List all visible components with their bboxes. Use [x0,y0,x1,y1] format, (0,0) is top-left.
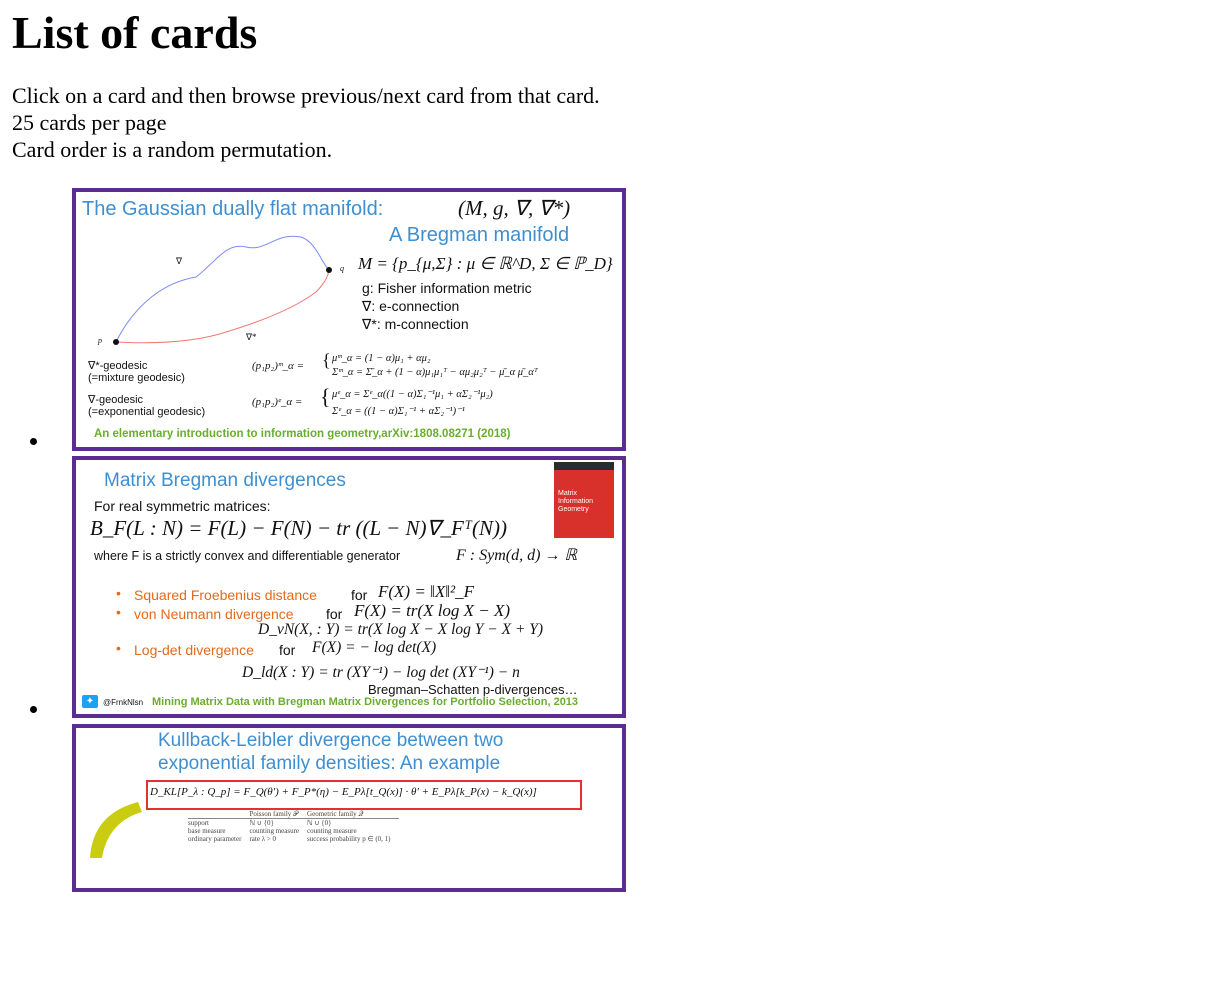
card-list-item: Kullback-Leibler divergence between two … [50,724,1217,992]
brace: { [322,350,331,370]
bullet-dot: • [116,604,121,620]
divergence-equation: D_vN(X, : Y) = tr(X log X − X log Y − X … [258,621,544,638]
table-header [188,810,249,819]
card-title: The Gaussian dually flat manifold: [82,198,384,220]
m-geodesic-eq: μᵐ_α = (1 − α)μ₁ + αμ₂ [332,353,431,364]
m-geodesic-label: ∇*-geodesic [88,360,148,372]
schatten-note: Bregman–Schatten p-divergences… [368,682,578,697]
divergence-name: Squared Froebenius distance [134,587,317,603]
manifold-item: ∇: e-connection [362,298,460,314]
page: List of cards Click on a card and then b… [0,10,1229,992]
twitter-icon: ✦ [82,695,98,708]
family-table: Poisson family 𝒫 Geometric family 𝒬 supp… [188,810,399,843]
bullet-dot: • [116,585,121,601]
bullet [30,706,37,713]
table-header: Geometric family 𝒬 [307,810,364,818]
for-text: for [351,587,368,603]
card[interactable]: The Gaussian dually flat manifold: (M, g… [72,188,626,451]
divergence-equation: D_ld(X : Y) = tr (XY⁻¹) − log det (XY⁻¹)… [242,664,520,681]
table-row: support ℕ ∪ {0} ℕ ∪ {0} [188,819,399,828]
table-header-row: Poisson family 𝒫 Geometric family 𝒬 [188,810,399,819]
nabla-label: ∇ [176,256,183,266]
intro-text: Click on a card and then browse previous… [12,82,1217,163]
card-title: exponential family densities: An example [158,753,501,774]
card-title-math: (M, g, ∇, ∇*) [458,196,571,220]
card-subtitle: For real symmetric matrices: [94,498,271,514]
m-geodesic-curve [115,269,330,344]
table-cell: ordinary parameter [188,835,242,843]
intro-line: 25 cards per page [12,110,167,135]
card-footer: Mining Matrix Data with Bregman Matrix D… [152,696,579,708]
point-q [326,267,332,273]
e-geodesic-lhs: (p₁p₂)ᵉ_α = [252,396,303,408]
where-math: F : Sym(d, d) → ℝ [456,547,578,564]
intro-line: Card order is a random permutation. [12,137,333,162]
table-cell: rate λ > 0 [249,835,277,843]
kl-equation-box [146,780,582,810]
m-geodesic-label: (=mixture geodesic) [88,372,185,384]
q-label: q [340,264,344,273]
p-label: p [98,336,102,345]
for-text: for [326,606,343,622]
divergence-generator: F(X) = − log det(X) [312,639,437,656]
table-header: Poisson family 𝒫 [249,810,299,818]
table-cell: support [188,819,209,827]
table-cell: ℕ ∪ {0} [249,819,274,827]
e-geodesic-label: ∇-geodesic [88,394,144,406]
e-geodesic-label: (=exponential geodesic) [88,406,206,418]
divergence-generator: F(X) = ‖X‖²_F [378,582,474,601]
card-title: Kullback-Leibler divergence between two [158,730,504,751]
manifold-item: g: Fisher information metric [362,280,532,296]
bullet [30,438,37,445]
arrow-decoration [90,802,142,858]
divergence-name: von Neumann divergence [134,606,294,622]
kl-equation: D_KL[P_λ : Q_p] = F_Q(θ′) + F_P*(η) − E_… [150,786,537,798]
manifold-item: ∇*: m-connection [362,316,469,332]
card-list: The Gaussian dually flat manifold: (M, g… [12,188,1217,992]
manifold-diagram [113,235,332,345]
table-cell: success probability p ∈ (0, 1) [307,835,391,843]
nabla-star-label: ∇* [246,332,257,342]
table-cell: counting measure [307,827,357,835]
book-title: Matrix Information Geometry [558,490,594,513]
card-subtitle: A Bregman manifold [389,224,570,246]
m-geodesic-lhs: (p₁p₂)ᵐ_α = [252,360,305,372]
e-geodesic-eq: μᵉ_α = Σᵉ_α((1 − α)Σ₁⁻¹μ₁ + αΣ₂⁻¹μ₂) [332,389,493,400]
bullet-dot: • [116,640,121,656]
page-title: List of cards [12,7,258,58]
point-p [113,339,119,345]
card-list-item: Matrix Bregman divergences For real symm… [30,456,1217,724]
divergence-name: Log-det divergence [134,642,254,658]
e-geodesic-curve [115,235,330,343]
where-text: where F is a strictly convex and differe… [94,549,401,563]
card-list-item: The Gaussian dually flat manifold: (M, g… [30,188,1217,456]
twitter-handle: @FrnkNlsn [103,698,144,707]
book-cover: Matrix Information Geometry [554,462,614,538]
m-geodesic-eq: Σᵐ_α = Σ̄_α + (1 − α)μ₁μ₁ᵀ − αμ₂μ₂ᵀ − μ̄… [332,367,538,378]
intro-line: Click on a card and then browse previous… [12,83,600,108]
table-cell: base measure [188,827,226,835]
manifold-definition: M = {p_{μ,Σ} : μ ∈ ℝ^D, Σ ∈ ℙ_D} [358,254,613,273]
card-title: Matrix Bregman divergences [104,470,346,491]
for-text: for [279,642,296,658]
divergence-generator: F(X) = tr(X log X − X) [354,601,511,620]
table-row: base measure counting measure counting m… [188,827,399,835]
table-cell: ℕ ∪ {0} [307,819,332,827]
card-footer: An elementary introduction to informatio… [94,428,511,440]
e-geodesic-eq: Σᵉ_α = ((1 − α)Σ₁⁻¹ + αΣ₂⁻¹)⁻¹ [332,406,465,417]
table-row: ordinary parameter rate λ > 0 success pr… [188,835,399,843]
card[interactable]: Kullback-Leibler divergence between two … [72,724,626,892]
card[interactable]: Matrix Bregman divergences For real symm… [72,456,626,718]
table-cell: counting measure [249,827,300,835]
main-equation: B_F(L : N) = F(L) − F(N) − tr ((L − N)∇_… [90,516,507,540]
brace: { [320,384,331,409]
